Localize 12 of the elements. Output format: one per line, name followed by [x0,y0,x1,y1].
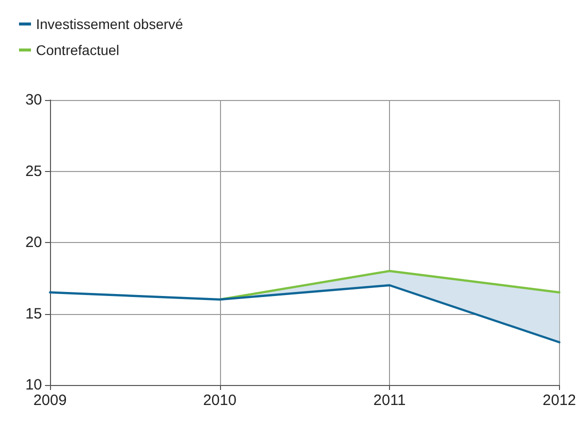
legend-label: Investissement observé [36,16,184,32]
y-tick-label: 20 [25,234,42,251]
y-tick-label: 30 [25,92,42,108]
y-tick-label: 10 [25,376,42,394]
x-tick-label: 2011 [373,392,406,409]
y-tick-label: 15 [25,305,42,322]
legend-label: Contrefactuel [36,42,120,58]
line-series [48,284,560,344]
x-tick-label: 2012 [542,392,576,409]
x-tick-label: 2010 [203,392,236,409]
y-tick-label: 25 [25,162,42,180]
x-tick-label: 2009 [33,392,67,409]
